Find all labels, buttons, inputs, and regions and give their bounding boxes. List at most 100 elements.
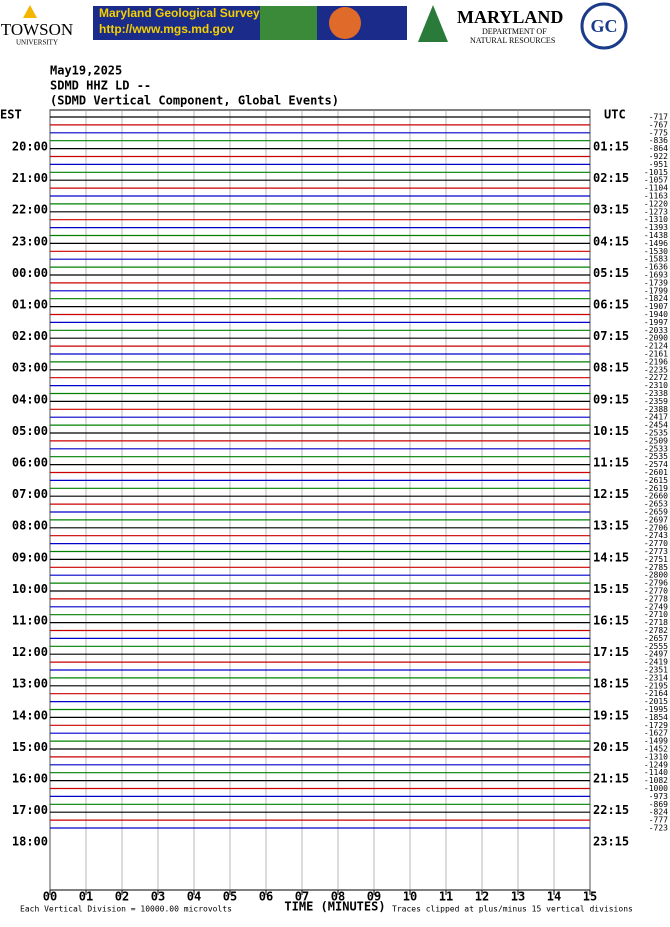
time-label-left: 12:00 bbox=[12, 645, 48, 659]
offset-label: -1799 bbox=[644, 286, 668, 295]
time-label-right: 04:15 bbox=[593, 234, 629, 248]
offset-label: -2314 bbox=[644, 673, 668, 682]
logo-icon bbox=[418, 5, 448, 42]
time-label-left: 22:00 bbox=[12, 203, 48, 217]
offset-label: -717 bbox=[649, 113, 668, 122]
offset-label: -2164 bbox=[644, 689, 668, 698]
x-tick-label: 11 bbox=[439, 890, 453, 904]
logo-ring bbox=[580, 2, 628, 50]
offset-label: -2653 bbox=[644, 500, 668, 509]
offset-label: -2195 bbox=[644, 681, 668, 690]
x-tick-label: 12 bbox=[475, 890, 489, 904]
offset-label: -775 bbox=[649, 128, 668, 137]
offset-label: -2800 bbox=[644, 571, 668, 580]
offset-label: -951 bbox=[649, 160, 668, 169]
offset-label: -1636 bbox=[644, 263, 668, 272]
banner-title: Maryland Geological Survey bbox=[99, 6, 260, 20]
time-label-right: 09:15 bbox=[593, 392, 629, 406]
x-tick-label: 00 bbox=[43, 890, 57, 904]
dnr-logo: MARYLAND DEPARTMENT OF NATURAL RESOURCES bbox=[418, 5, 563, 45]
banner-image bbox=[329, 7, 361, 39]
offset-label: -2749 bbox=[644, 602, 668, 611]
offset-label: -1015 bbox=[644, 168, 668, 177]
x-axis-title: TIME (MINUTES) bbox=[284, 900, 385, 914]
time-label-left: 20:00 bbox=[12, 140, 48, 154]
time-label-right: 11:15 bbox=[593, 456, 629, 470]
logo-text: MARYLAND bbox=[457, 7, 563, 27]
offset-label: -2657 bbox=[644, 634, 668, 643]
time-label-left: 13:00 bbox=[12, 677, 48, 691]
station: SDMD HHZ LD -- bbox=[50, 79, 151, 93]
time-label-left: 00:00 bbox=[12, 266, 48, 280]
time-label-left: 08:00 bbox=[12, 519, 48, 533]
offset-label: -2743 bbox=[644, 531, 668, 540]
offset-label: -2555 bbox=[644, 642, 668, 651]
offset-label: -1249 bbox=[644, 760, 668, 769]
offset-label: -2773 bbox=[644, 547, 668, 556]
x-tick-label: 04 bbox=[187, 890, 201, 904]
offset-label: -2417 bbox=[644, 413, 668, 422]
time-label-left: 09:00 bbox=[12, 550, 48, 564]
offset-label: -1997 bbox=[644, 318, 668, 327]
offset-label: -2782 bbox=[644, 626, 668, 635]
x-tick-label: 06 bbox=[259, 890, 273, 904]
offset-label: -1496 bbox=[644, 239, 668, 248]
offset-label: -2535 bbox=[644, 452, 668, 461]
offset-label: -2235 bbox=[644, 365, 668, 374]
right-zone: UTC bbox=[604, 108, 626, 122]
offset-label: -1220 bbox=[644, 199, 668, 208]
time-label-right: 18:15 bbox=[593, 677, 629, 691]
time-label-right: 15:15 bbox=[593, 582, 629, 596]
time-label-right: 06:15 bbox=[593, 298, 629, 312]
time-label-right: 05:15 bbox=[593, 266, 629, 280]
offset-label: -1140 bbox=[644, 768, 668, 777]
logo-icon bbox=[23, 5, 37, 18]
x-tick-label: 07 bbox=[295, 890, 309, 904]
logo-text: GC bbox=[591, 16, 618, 36]
x-tick-label: 01 bbox=[79, 890, 93, 904]
offset-label: -2601 bbox=[644, 468, 668, 477]
offset-label: -1729 bbox=[644, 721, 668, 730]
time-label-left: 05:00 bbox=[12, 424, 48, 438]
time-label-right: 14:15 bbox=[593, 550, 629, 564]
left-zone: EST bbox=[0, 108, 22, 122]
offset-label: -1310 bbox=[644, 752, 668, 761]
offset-label: -2697 bbox=[644, 515, 668, 524]
offset-label: -1627 bbox=[644, 729, 668, 738]
logo-subtext: DEPARTMENT OF bbox=[482, 27, 547, 36]
logo-subtext: NATURAL RESOURCES bbox=[470, 36, 555, 45]
x-tick-label: 05 bbox=[223, 890, 237, 904]
offset-label: -2535 bbox=[644, 429, 668, 438]
time-label-left: 03:00 bbox=[12, 361, 48, 375]
time-label-right: 01:15 bbox=[593, 140, 629, 154]
offset-label: -2419 bbox=[644, 658, 668, 667]
offset-label: -2351 bbox=[644, 666, 668, 675]
offset-label: -2659 bbox=[644, 508, 668, 517]
offset-label: -2796 bbox=[644, 579, 668, 588]
offset-label: -1907 bbox=[644, 302, 668, 311]
time-label-right: 10:15 bbox=[593, 424, 629, 438]
offset-label: -723 bbox=[649, 824, 668, 833]
time-label-right: 02:15 bbox=[593, 171, 629, 185]
offset-label: -1057 bbox=[644, 176, 668, 185]
time-label-right: 13:15 bbox=[593, 519, 629, 533]
time-label-left: 01:00 bbox=[12, 298, 48, 312]
banner-url: http://www.mgs.md.gov bbox=[99, 22, 234, 36]
offset-label: -2533 bbox=[644, 444, 668, 453]
offset-label: -2124 bbox=[644, 342, 668, 351]
x-tick-label: 08 bbox=[331, 890, 345, 904]
offset-label: -1273 bbox=[644, 207, 668, 216]
time-label-right: 07:15 bbox=[593, 329, 629, 343]
time-label-left: 15:00 bbox=[12, 740, 48, 754]
time-label-left: 17:00 bbox=[12, 803, 48, 817]
subtitle: (SDMD Vertical Component, Global Events) bbox=[50, 94, 339, 108]
x-tick-label: 02 bbox=[115, 890, 129, 904]
offset-label: -2310 bbox=[644, 381, 668, 390]
offset-label: -1452 bbox=[644, 745, 668, 754]
towson-logo: TOWSON UNIVERSITY bbox=[1, 5, 73, 47]
x-tick-label: 13 bbox=[511, 890, 525, 904]
offset-label: -2785 bbox=[644, 563, 668, 572]
offset-label: -1310 bbox=[644, 215, 668, 224]
offset-label: -2778 bbox=[644, 594, 668, 603]
